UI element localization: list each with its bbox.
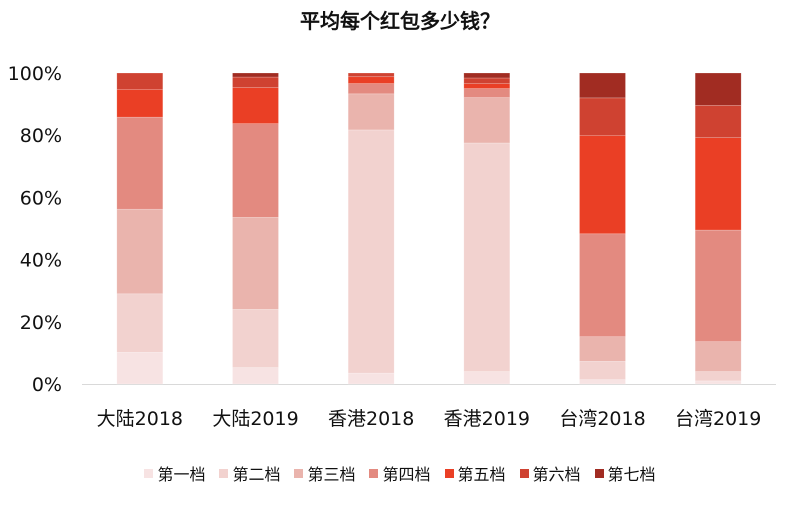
bar-segment: [579, 97, 626, 136]
bar-segment: [579, 336, 626, 362]
x-tick-label: 香港2018: [328, 408, 414, 430]
bar-segment: [694, 105, 742, 138]
bar-segment: [347, 83, 395, 95]
legend-item: 第二档: [219, 461, 280, 485]
legend-swatch: [519, 468, 529, 478]
x-tick-label: 大陆2018: [97, 408, 183, 430]
bar-segment: [116, 116, 164, 210]
bar-segment: [232, 309, 279, 368]
legend-swatch: [294, 468, 304, 478]
bar-segment: [463, 77, 511, 84]
bar-segment: [463, 97, 511, 144]
bar-segment: [232, 87, 279, 124]
legend-item: 第六档: [519, 461, 581, 485]
legend-swatch: [219, 468, 229, 478]
bar-segment: [347, 72, 395, 78]
bar-segment: [579, 135, 626, 235]
stacked-bar-chart: 0% 20% 40% 60% 80% 100% 大陆2018 大陆2019 香港2018 香港20…: [8, 63, 776, 430]
bar-segment: [694, 72, 742, 106]
legend-label: 第五档: [457, 465, 506, 484]
bar-segment: [694, 371, 742, 382]
bar-segment: [463, 88, 511, 98]
bar-segment: [232, 217, 279, 310]
bar-segment: [463, 142, 511, 372]
legend-label: 第二档: [232, 465, 281, 484]
bar-segment: [694, 380, 742, 385]
bar-segment: [347, 372, 395, 385]
legend-swatch: [369, 468, 379, 478]
y-tick-label: 100%: [8, 63, 62, 85]
bar-segment: [116, 208, 164, 295]
bar-segment: [232, 72, 279, 78]
legend: 第一档 第二档 第三档 第四档 第五档 第六档 第七档: [0, 461, 800, 485]
legend-item: 第四档: [369, 461, 431, 485]
bar-segment: [116, 89, 164, 118]
legend-item: 第三档: [294, 461, 355, 485]
legend-label: 第七档: [607, 465, 656, 484]
y-tick-label: 60%: [20, 187, 62, 209]
bar-segment: [579, 379, 626, 385]
legend-swatch: [444, 468, 454, 478]
x-tick-label: 台湾2018: [559, 408, 645, 430]
x-tick-label: 大陆2019: [212, 408, 298, 430]
y-tick-label: 40%: [20, 250, 62, 272]
y-tick-label: 0%: [32, 374, 62, 396]
bar-segment: [347, 93, 395, 131]
bar-segment: [694, 341, 742, 372]
bar-segment: [579, 72, 626, 99]
bar-segment: [347, 129, 395, 374]
bar-segment: [116, 72, 164, 90]
y-tick-label: 80%: [20, 125, 62, 147]
legend-swatch: [144, 468, 154, 478]
bar-segment: [463, 72, 511, 79]
bar-segment: [694, 229, 742, 343]
legend-label: 第一档: [157, 465, 206, 484]
bar-segment: [232, 367, 279, 385]
legend-item: 第五档: [444, 461, 506, 485]
legend-label: 第六档: [532, 465, 581, 484]
chart-title: 平均每个红包多少钱？: [300, 9, 500, 33]
bar-segment: [232, 76, 279, 88]
bar-segment: [579, 360, 626, 380]
bar-segment: [116, 351, 164, 385]
legend-label: 第三档: [307, 465, 356, 484]
bar-segment: [116, 293, 164, 353]
bar-segment: [463, 83, 511, 89]
x-tick-label: 香港2019: [444, 408, 530, 430]
x-tick-label: 台湾2019: [675, 408, 761, 430]
legend-item: 第一档: [144, 461, 205, 485]
bar-segment: [579, 233, 626, 338]
legend-swatch: [594, 468, 604, 478]
y-tick-label: 20%: [20, 312, 62, 334]
legend-item: 第七档: [594, 461, 656, 485]
bar-segment: [694, 137, 742, 231]
bar-segment: [232, 123, 279, 218]
bar-segment: [347, 76, 395, 84]
bar-segment: [463, 371, 511, 385]
legend-label: 第四档: [382, 465, 431, 484]
